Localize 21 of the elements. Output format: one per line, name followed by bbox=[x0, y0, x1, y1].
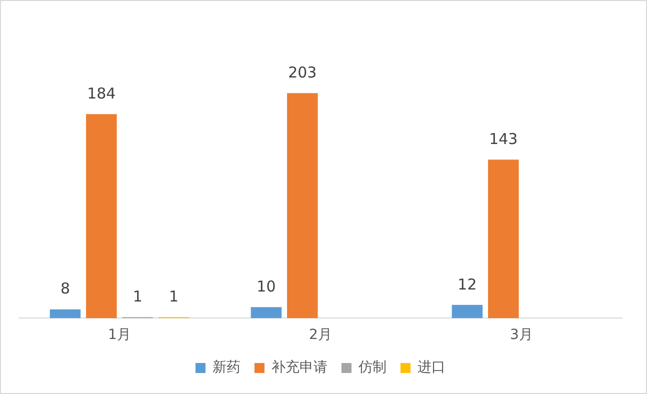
bar bbox=[86, 114, 117, 318]
data-label: 1 bbox=[132, 287, 142, 306]
bar bbox=[488, 160, 519, 318]
bar bbox=[287, 93, 318, 318]
data-label: 10 bbox=[256, 278, 276, 296]
x-tick-label: 2月 bbox=[309, 327, 332, 344]
bar bbox=[50, 309, 81, 318]
legend-label: 新药 bbox=[212, 360, 240, 376]
legend-label: 补充申请 bbox=[272, 360, 328, 376]
data-label: 12 bbox=[458, 275, 477, 294]
legend-label: 进口 bbox=[418, 360, 446, 376]
legend-label: 仿制 bbox=[358, 360, 386, 376]
bar bbox=[452, 304, 483, 318]
bar bbox=[250, 307, 282, 318]
x-tick-label: 3月 bbox=[510, 327, 533, 344]
data-label: 203 bbox=[288, 64, 317, 82]
data-label: 1 bbox=[168, 287, 179, 306]
data-label: 143 bbox=[489, 130, 518, 148]
data-label: 184 bbox=[87, 84, 116, 103]
data-label: 8 bbox=[60, 280, 70, 298]
x-tick-label: 1月 bbox=[108, 327, 131, 344]
